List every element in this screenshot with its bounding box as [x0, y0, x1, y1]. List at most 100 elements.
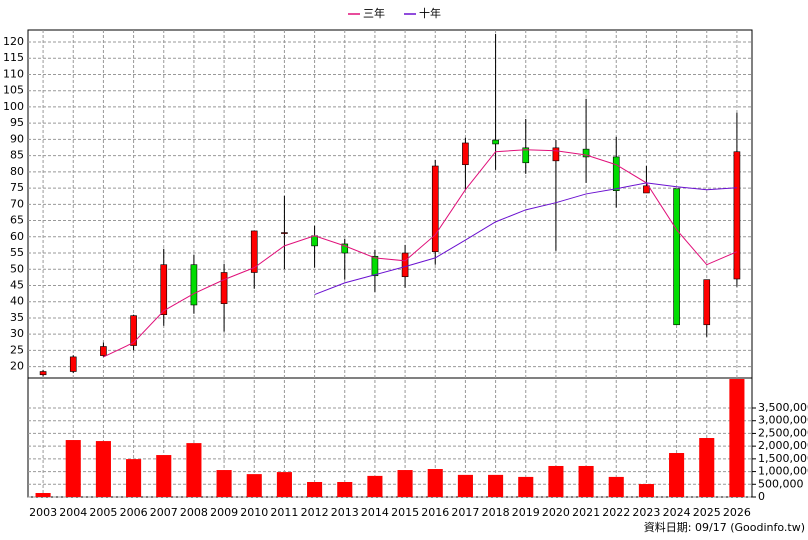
x-tick-label: 2007: [150, 506, 178, 519]
volume-bar: [276, 472, 292, 497]
y-tick-label: 65: [10, 214, 24, 227]
y-tick-label: 20: [10, 360, 24, 373]
x-tick-label: 2008: [180, 506, 208, 519]
y-tick-label: 95: [10, 116, 24, 129]
y-tick-label: 50: [10, 262, 24, 275]
candle-body: [462, 142, 469, 166]
volume-bar: [397, 470, 413, 497]
y-tick-label: 70: [10, 197, 24, 210]
volume-bar: [367, 475, 383, 497]
x-tick-label: 2020: [542, 506, 570, 519]
x-tick-label: 2014: [361, 506, 389, 519]
candle-body: [341, 243, 349, 254]
volume-bar: [427, 469, 443, 497]
x-tick-label: 2021: [572, 506, 600, 519]
candle-body: [69, 356, 77, 372]
x-tick-label: 2006: [120, 506, 148, 519]
line-series: [314, 182, 737, 296]
y-tick-label: 35: [10, 311, 24, 324]
x-tick-label: 2012: [301, 506, 329, 519]
candle-body: [281, 232, 288, 234]
volume-bar: [246, 474, 262, 497]
y2-tick-label: 1,500,000: [758, 452, 808, 465]
x-tick-label: 2004: [59, 506, 87, 519]
volume-bar: [307, 481, 323, 497]
volume-bar: [35, 493, 51, 497]
candle-body: [371, 255, 379, 277]
candle-body: [643, 185, 650, 194]
y-tick-label: 55: [10, 246, 24, 259]
candle-body: [39, 371, 47, 376]
volume-bar: [488, 474, 504, 497]
y-tick-label: 25: [10, 343, 24, 356]
candle-body: [250, 230, 258, 273]
candle-body: [431, 165, 439, 253]
x-tick-label: 2009: [210, 506, 238, 519]
candle-body: [160, 264, 168, 315]
y-tick-label: 40: [10, 295, 24, 308]
volume-bar: [518, 476, 534, 497]
legend-label: 三年: [363, 6, 385, 20]
x-tick-label: 2024: [663, 506, 691, 519]
candle-body: [130, 315, 137, 346]
x-tick-label: 2019: [512, 506, 540, 519]
line-series: [103, 149, 738, 358]
volume-bar: [548, 465, 564, 497]
source-note: 資料日期: 09/17 (Goodinfo.tw): [644, 520, 805, 534]
plot-frame: [27, 29, 753, 498]
candle-body: [612, 156, 620, 191]
x-tick-label: 2005: [89, 506, 117, 519]
y-tick-label: 105: [3, 84, 24, 97]
y-tick-label: 90: [10, 132, 24, 145]
candle-body: [582, 148, 590, 158]
volume-bar: [699, 438, 715, 497]
volume-bar: [216, 470, 232, 497]
x-tick-label: 2011: [270, 506, 298, 519]
candle-body: [220, 272, 228, 304]
volume-bar: [608, 476, 624, 497]
x-tick-label: 2018: [482, 506, 510, 519]
volume-bar: [669, 453, 685, 497]
y2-tick-label: 500,000: [758, 477, 804, 490]
volume-bar: [95, 441, 111, 497]
candle-body: [673, 188, 680, 326]
x-tick-label: 2013: [331, 506, 359, 519]
y2-tick-label: 3,500,000: [758, 401, 808, 414]
candle-body: [401, 252, 409, 278]
y-tick-label: 115: [3, 51, 24, 64]
y2-tick-label: 2,500,000: [758, 426, 808, 439]
y-tick-label: 75: [10, 181, 24, 194]
volume-bar: [337, 481, 353, 497]
y-tick-label: 45: [10, 278, 24, 291]
y-tick-label: 80: [10, 165, 24, 178]
candle-body: [311, 235, 318, 247]
candle-body: [703, 279, 711, 326]
y-tick-label: 110: [3, 67, 24, 80]
y-tick-label: 85: [10, 149, 24, 162]
x-tick-label: 2017: [451, 506, 479, 519]
x-tick-label: 2023: [632, 506, 660, 519]
volume-bar: [65, 440, 81, 497]
volume-bar: [729, 379, 745, 497]
x-tick-label: 2010: [240, 506, 268, 519]
volume-bar: [457, 474, 473, 497]
candle-body: [522, 147, 530, 164]
y-tick-label: 100: [3, 100, 24, 113]
candle-body: [733, 151, 741, 280]
y-tick-label: 30: [10, 327, 24, 340]
x-tick-label: 2015: [391, 506, 419, 519]
x-tick-label: 2016: [421, 506, 449, 519]
x-tick-label: 2026: [723, 506, 751, 519]
volume-bar: [126, 459, 142, 497]
candle-body: [552, 147, 560, 162]
y-tick-label: 60: [10, 230, 24, 243]
y-tick-label: 120: [3, 35, 24, 48]
y2-tick-label: 1,000,000: [758, 465, 808, 478]
candle-body: [100, 346, 107, 356]
x-tick-label: 2022: [602, 506, 630, 519]
volume-bar: [186, 443, 202, 497]
y2-tick-label: 2,000,000: [758, 439, 808, 452]
candle-body: [492, 139, 499, 145]
candle-body: [190, 264, 198, 306]
